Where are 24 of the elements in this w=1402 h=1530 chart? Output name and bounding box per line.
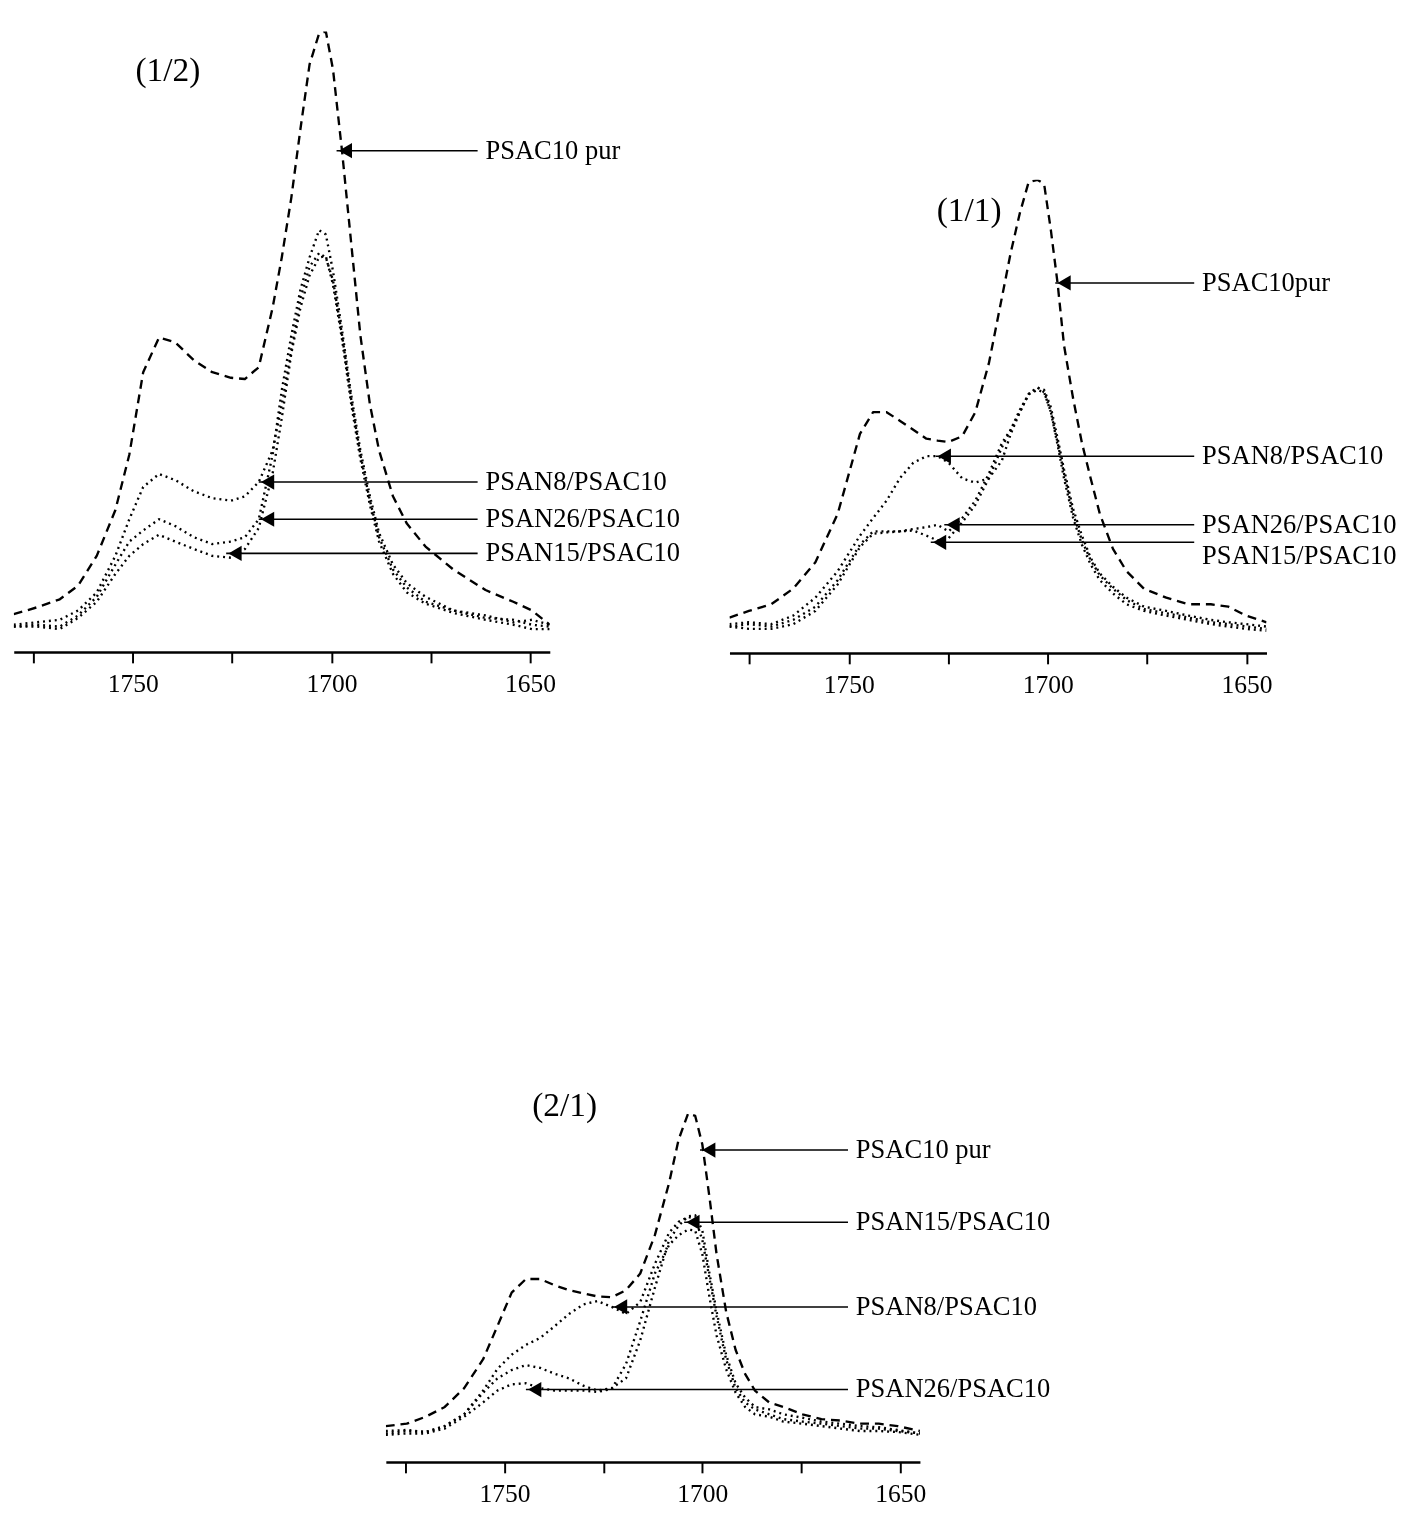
- x-tick-label: 1750: [823, 669, 875, 699]
- annotation: PSAN8/PSAC10: [1202, 440, 1384, 471]
- annotation: PSAN15/PSAC10: [1202, 540, 1397, 571]
- annotation: PSAN26/PSAC10: [1202, 508, 1397, 539]
- x-tick-label: 1650: [504, 668, 556, 698]
- x-tick-label: 1700: [306, 668, 358, 698]
- x-tick-label: 1750: [479, 1478, 531, 1508]
- x-tick-label: 1650: [1221, 669, 1273, 699]
- annotation: PSAN15/PSAC10: [855, 1206, 1051, 1237]
- x-tick-label: 1650: [875, 1478, 927, 1508]
- annotation: PSAN15/PSAC10: [485, 537, 680, 568]
- annotation: PSAC10 pur: [485, 134, 621, 165]
- chart-title: (1/1): [936, 191, 1002, 230]
- x-tick-label: 1750: [107, 668, 159, 698]
- text: (1/2): [135, 50, 201, 89]
- annotation: PSAC10pur: [1202, 266, 1331, 297]
- annotation: PSAN26/PSAC10: [855, 1373, 1051, 1404]
- chart-title: (2/1): [532, 1086, 598, 1125]
- annotation: PSAC10 pur: [855, 1133, 991, 1164]
- annotation: PSAN8/PSAC10: [485, 465, 667, 496]
- x-tick-label: 1700: [677, 1478, 729, 1508]
- x-tick-label: 1700: [1022, 669, 1074, 699]
- annotation: PSAN26/PSAC10: [485, 503, 680, 534]
- annotation: PSAN8/PSAC10: [855, 1290, 1037, 1321]
